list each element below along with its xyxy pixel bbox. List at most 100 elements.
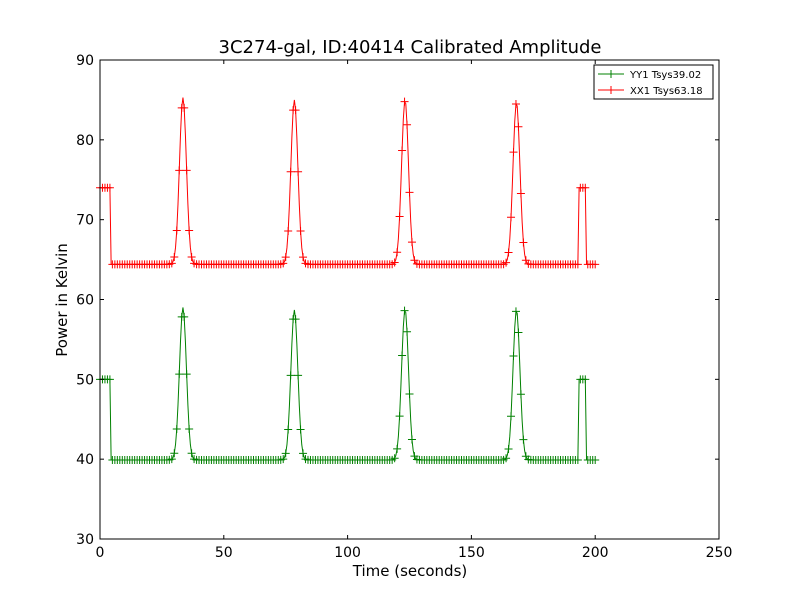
legend-marker [607,86,615,94]
data-point [403,327,412,336]
data-point [281,449,290,458]
data-point [519,435,528,444]
data-point [504,248,513,257]
data-point [507,213,516,222]
data-point [398,146,407,155]
data-point [405,389,414,398]
data-point [279,455,288,464]
data-point [393,248,402,257]
chart-title: 3C274-gal, ID:40414 Calibrated Amplitude [219,37,602,58]
y-tick-label: 40 [76,452,94,468]
data-point [294,371,303,380]
legend: YY1 Tsys39.02 XX1 Tsys63.18 [593,64,714,100]
data-point [400,306,409,315]
x-tick-label: 200 [582,545,609,561]
data-point [393,444,402,453]
data-point [519,238,528,247]
data-point [286,371,295,380]
x-tick-label: 100 [334,545,361,561]
data-point [172,425,181,434]
data-point [573,260,582,269]
data-point [509,148,518,157]
x-tick-label: 150 [458,545,485,561]
y-axis-label: Power in Kelvin [53,243,71,357]
series-1 [96,97,600,269]
data-point [170,253,179,262]
data-point [175,166,184,175]
data-point [395,212,404,221]
data-point [514,122,523,131]
data-point [573,455,582,464]
x-tick-label: 50 [215,545,233,561]
data-point [286,167,295,176]
data-point [170,449,179,458]
legend-marker [607,70,615,78]
data-point [294,167,303,176]
data-point [502,258,511,267]
data-point [403,120,412,129]
series-markers [96,306,600,464]
data-point [581,183,590,192]
data-point [390,454,399,463]
data-point [284,226,293,235]
series-line [100,307,596,461]
data-point [502,454,511,463]
x-tick-label: 0 [96,545,105,561]
y-tick-label: 30 [76,532,94,548]
data-point [591,260,600,269]
data-point [296,226,305,235]
y-tick-label: 70 [76,213,94,229]
data-point [182,166,191,175]
data-point [405,188,414,197]
data-point [284,425,293,434]
ticks-layer: 0 50 100 150 200 250 30 40 50 60 70 80 90 [76,53,732,561]
data-point [400,97,409,106]
data-point [180,312,189,321]
data-point [516,390,525,399]
data-point [581,375,590,384]
data-point [296,425,305,434]
legend-entries: YY1 Tsys39.02 XX1 Tsys63.18 [598,70,703,97]
data-point [291,106,300,115]
data-point [182,370,191,379]
data-point [175,370,184,379]
data-point [509,352,518,361]
data-point [507,412,516,421]
y-tick-label: 50 [76,372,94,388]
data-point [516,189,525,198]
data-point [185,226,194,235]
x-tick-label: 250 [706,545,733,561]
data-point [105,183,114,192]
y-tick-label: 80 [76,133,94,149]
series-0 [96,306,600,464]
data-point [172,226,181,235]
plot-frame [99,59,720,540]
data-point [167,455,176,464]
y-tick-label: 60 [76,293,94,309]
data-point [511,307,520,316]
data-point [291,315,300,324]
series-layer [96,97,600,464]
data-point [299,449,308,458]
x-axis-label: Time (seconds) [352,562,468,580]
series-markers [96,97,600,269]
data-point [395,412,404,421]
data-point [299,253,308,262]
y-tick-label: 90 [76,53,94,69]
series-line [100,97,596,265]
data-point [167,259,176,268]
data-point [390,258,399,267]
data-point [185,425,194,434]
data-point [511,99,520,108]
data-point [398,351,407,360]
data-point [407,238,416,247]
data-point [514,328,523,337]
data-point [281,253,290,262]
data-point [187,449,196,458]
data-point [407,435,416,444]
data-point [591,455,600,464]
data-point [279,259,288,268]
data-point [504,444,513,453]
data-point [105,375,114,384]
